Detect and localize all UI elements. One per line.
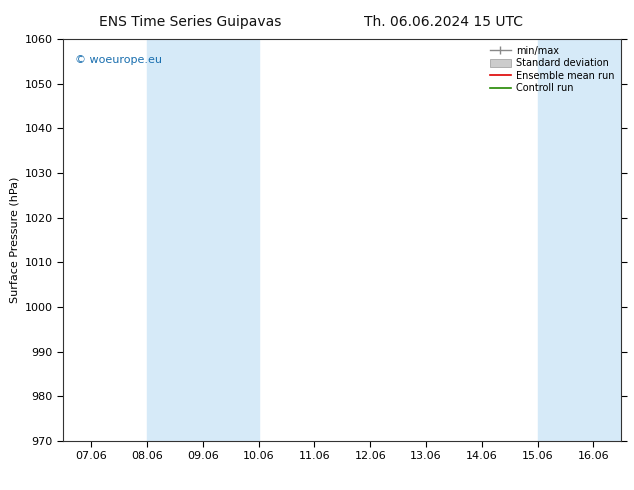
Bar — [147, 39, 259, 441]
Text: © woeurope.eu: © woeurope.eu — [75, 55, 162, 65]
Y-axis label: Surface Pressure (hPa): Surface Pressure (hPa) — [10, 177, 19, 303]
Text: ENS Time Series Guipavas: ENS Time Series Guipavas — [99, 15, 281, 29]
Text: Th. 06.06.2024 15 UTC: Th. 06.06.2024 15 UTC — [365, 15, 523, 29]
Bar — [538, 39, 621, 441]
Legend: min/max, Standard deviation, Ensemble mean run, Controll run: min/max, Standard deviation, Ensemble me… — [488, 44, 616, 95]
